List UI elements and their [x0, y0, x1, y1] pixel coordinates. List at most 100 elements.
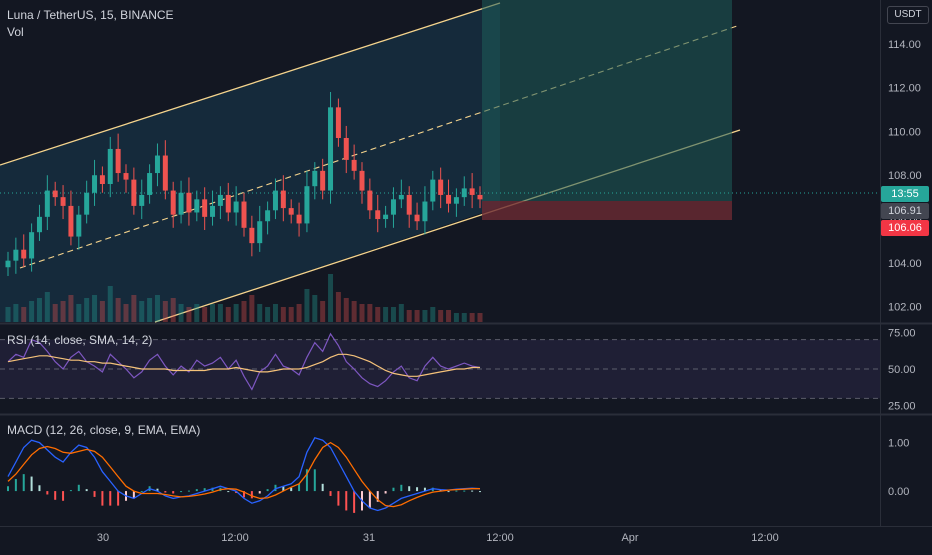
volume-bar [210, 304, 216, 322]
time-tick-label: Apr [621, 532, 638, 544]
price-tick-label: 114.00 [888, 39, 921, 51]
macd-histogram-bar [455, 490, 458, 492]
volume-bar [312, 295, 318, 322]
volume-bar [5, 307, 11, 322]
volume-bar [241, 301, 247, 322]
macd-histogram-bar [77, 484, 80, 492]
macd-histogram-bar [321, 483, 324, 492]
volume-bar [123, 304, 129, 322]
volume-bar [115, 298, 121, 322]
macd-histogram-bar [172, 491, 175, 494]
profit-zone[interactable] [482, 0, 732, 201]
macd-histogram-bar [439, 489, 442, 492]
candle-body [84, 192, 90, 215]
volume-bar [92, 295, 98, 322]
loss-zone[interactable] [482, 201, 732, 220]
candle-body [107, 148, 113, 184]
macd-tick-label: 1.00 [888, 438, 909, 450]
macd-histogram-bar [479, 491, 481, 493]
macd-histogram-bar [431, 487, 434, 492]
volume-bar [446, 310, 452, 322]
candle-body [351, 159, 357, 171]
volume-bar [375, 307, 381, 322]
rsi-title[interactable]: RSI (14, close, SMA, 14, 2) [7, 333, 153, 347]
candle-body [92, 175, 98, 193]
volume-bar [280, 307, 286, 322]
currency-button[interactable]: USDT [887, 6, 929, 24]
volume-bar [29, 301, 35, 322]
volume-bar [249, 295, 255, 322]
macd-histogram-bar [447, 491, 450, 493]
candle-body [257, 221, 263, 244]
macd-histogram-bar [117, 491, 120, 506]
macd-histogram-bar [416, 487, 419, 492]
macd-histogram-bar [266, 489, 269, 492]
signal-line [7, 441, 480, 508]
channel-fill[interactable] [0, 3, 500, 322]
candle-body [154, 155, 160, 174]
volume-bar [107, 286, 113, 322]
macd-histogram-bar [274, 484, 277, 492]
macd-histogram-bar [62, 491, 65, 501]
volume-bar [60, 301, 66, 322]
volume-bar [296, 304, 302, 322]
macd-histogram-bar [290, 487, 293, 492]
volume-bar [335, 292, 341, 322]
candle-body [170, 190, 176, 215]
candle-body [406, 194, 412, 215]
symbol-title[interactable]: Luna / TetherUS, 15, BINANCE [7, 8, 174, 22]
macd-histogram-bar [164, 491, 167, 493]
candle-body [367, 190, 373, 211]
candle-body [359, 170, 365, 191]
candle-body [36, 216, 42, 233]
volume-bar [383, 307, 389, 322]
candle-body [21, 249, 27, 259]
candle-body [241, 201, 247, 228]
macd-histogram-bar [7, 486, 9, 492]
macd-histogram-bar [140, 491, 143, 493]
stop-price-badge: 106.06 [881, 220, 929, 236]
candle-body [375, 210, 381, 220]
candle-body [328, 107, 334, 191]
rsi-ma-line [7, 353, 480, 377]
macd-histogram-bar [305, 469, 308, 492]
volume-bar [84, 298, 90, 322]
volume-bar [469, 313, 475, 322]
volume-bar [217, 304, 223, 322]
macd-tick-label: 0.00 [888, 486, 909, 498]
macd-histogram-bar [69, 490, 72, 492]
rsi-tick-label: 25.00 [888, 401, 916, 413]
macd-histogram-bar [368, 491, 371, 509]
volume-bar [170, 298, 176, 322]
volume-bar [320, 301, 326, 322]
candle-body [178, 192, 184, 215]
volume-bar [178, 304, 184, 322]
macd-histogram-bar [282, 486, 285, 492]
volume-bar [225, 307, 231, 322]
macd-histogram-bar [30, 476, 33, 492]
macd-histogram-bar [211, 487, 214, 492]
candle-body [202, 199, 208, 217]
macd-title[interactable]: MACD (12, 26, close, 9, EMA, EMA) [7, 423, 201, 437]
candle-body [52, 190, 58, 198]
macd-histogram-bar [93, 491, 96, 497]
macd-histogram-bar [392, 487, 395, 492]
volume-bar [367, 304, 373, 322]
volume-bar [328, 274, 334, 322]
candle-body [162, 155, 168, 191]
candle-body [139, 194, 145, 206]
candle-body [343, 138, 349, 160]
volume-bar [139, 301, 145, 322]
channel-upper-line[interactable] [0, 2, 501, 166]
candle-body [131, 179, 137, 206]
macd-histogram-bar [258, 491, 261, 494]
volume-bar [147, 298, 153, 322]
candle-body [312, 170, 318, 187]
volume-bar [430, 307, 436, 322]
volume-bar [194, 304, 200, 322]
candle-body [335, 107, 341, 138]
